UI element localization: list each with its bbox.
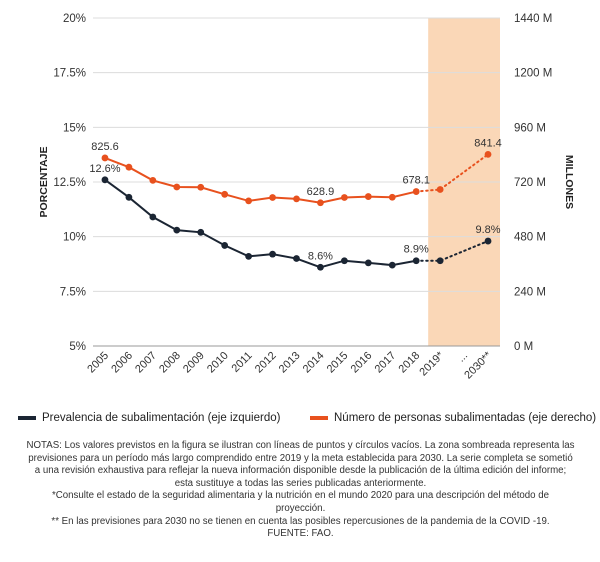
series-line-number xyxy=(104,157,417,204)
right-tick-label: 1200 M xyxy=(514,68,552,80)
right-tick-label: 960 M xyxy=(514,122,546,134)
x-tick-label: 2017 xyxy=(373,350,399,376)
data-point-prevalence xyxy=(317,263,324,271)
data-point-prevalence xyxy=(340,257,348,265)
data-point-number xyxy=(412,188,420,195)
notes-line: *Consulte el estado de la seguridad alim… xyxy=(51,490,550,502)
data-point-prevalence xyxy=(101,176,109,184)
data-point-prevalence xyxy=(388,261,396,269)
x-tick-label: 2006 xyxy=(109,350,135,376)
y-right-axis-title: MILLONES xyxy=(563,155,575,209)
data-label: 8.9% xyxy=(404,244,429,256)
right-tick-label: 480 M xyxy=(514,232,546,244)
data-point-number xyxy=(269,194,276,201)
notes-line: NOTAS: Los valores previstos en la figur… xyxy=(26,440,575,451)
data-point-number xyxy=(436,186,444,193)
series-line-prevalence xyxy=(104,179,417,269)
right-tick-label: 720 M xyxy=(514,177,546,189)
data-point-number xyxy=(125,163,133,171)
left-tick-label: 15% xyxy=(63,122,86,134)
left-tick-label: 5% xyxy=(69,341,86,353)
data-label: 841.4 xyxy=(474,137,502,149)
data-point-prevalence xyxy=(245,252,253,260)
x-tick-label: 2010 xyxy=(205,350,231,376)
legend: Prevalencia de subalimentación (eje izqu… xyxy=(10,412,596,432)
data-point-prevalence xyxy=(221,242,229,249)
x-tick-label: 2011 xyxy=(230,350,255,375)
x-tick-label: 2007 xyxy=(133,350,159,376)
x-tick-label: 2016 xyxy=(349,350,375,376)
legend-swatch-prevalence xyxy=(18,416,36,420)
chart-canvas: 5% 7.5% 10% 12.5% 15% 17.5% 20% 0 M 240 M 480 M 72… xyxy=(38,13,575,381)
legend-label-prevalence: Prevalencia de subalimentación (eje izqu… xyxy=(42,412,281,424)
right-tick-label: 240 M xyxy=(514,286,546,298)
x-tick-label: 2005 xyxy=(85,350,111,376)
left-tick-label: 20% xyxy=(63,13,86,25)
x-tick-label: 2014 xyxy=(301,350,327,376)
data-point-number xyxy=(197,183,205,191)
notes-line: esta sustituye a todas las series public… xyxy=(174,477,427,489)
data-point-number xyxy=(364,193,372,200)
data-label: 825.6 xyxy=(91,141,119,153)
x-tick-label: 2019* xyxy=(417,349,446,378)
x-tick-label: 2012 xyxy=(253,350,279,376)
data-point-number xyxy=(293,195,300,203)
notes-line: proyección. xyxy=(275,502,326,514)
data-point-prevalence xyxy=(197,228,205,236)
data-point-prevalence xyxy=(436,257,444,265)
data-point-prevalence xyxy=(293,255,300,262)
right-tick-label: 0 M xyxy=(514,341,533,353)
data-point-number xyxy=(221,190,229,198)
data-point-prevalence xyxy=(269,250,276,258)
data-label: 8.6% xyxy=(308,250,333,262)
data-point-number xyxy=(340,194,348,201)
data-point-prevalence xyxy=(364,259,372,267)
left-tick-label: 10% xyxy=(63,232,86,244)
data-point-number xyxy=(173,183,181,191)
data-point-prevalence xyxy=(173,226,181,234)
data-point-prevalence xyxy=(149,213,157,221)
data-point-number xyxy=(317,199,324,207)
legend-label-number: Número de personas subalimentadas (eje d… xyxy=(334,412,597,424)
data-label: 678.1 xyxy=(402,175,430,187)
x-tick-label: 2013 xyxy=(277,350,303,376)
data-point-number xyxy=(101,154,109,162)
notes-line: a una revisión exhaustiva para reflejar … xyxy=(34,465,567,477)
notes-source: FUENTE: FAO. xyxy=(267,528,334,540)
data-point-number xyxy=(388,193,396,201)
x-tick-label: 2009 xyxy=(181,350,207,376)
data-label: 12.6% xyxy=(89,163,120,175)
x-tick-label: 2015 xyxy=(325,350,351,376)
data-point-prevalence xyxy=(484,237,492,245)
left-tick-label: 12.5% xyxy=(53,177,86,189)
legend-item-prevalence: Prevalencia de subalimentación (eje izqu… xyxy=(18,412,280,424)
notes-line: previsiones para un período más largo co… xyxy=(28,452,573,464)
legend-item-number: Número de personas subalimentadas (eje d… xyxy=(310,412,596,424)
x-tick-label: 2030** xyxy=(462,349,494,381)
data-point-number xyxy=(245,197,253,205)
chart-notes: NOTAS: Los valores previstos en la figur… xyxy=(8,440,593,541)
legend-swatch-number xyxy=(310,416,328,420)
data-label: 628.9 xyxy=(307,186,335,198)
data-label: 9.8% xyxy=(475,224,500,236)
left-tick-label: 7.5% xyxy=(60,286,86,298)
data-point-number xyxy=(149,177,157,184)
x-tick-label: ... xyxy=(455,350,470,365)
right-tick-label: 1440 M xyxy=(514,13,552,25)
data-point-number xyxy=(484,150,492,158)
y-left-axis-title: PORCENTAJE xyxy=(38,147,50,218)
left-tick-label: 17.5% xyxy=(53,68,86,80)
notes-line: ** En las previsiones para 2030 no se ti… xyxy=(51,515,550,527)
x-tick-label: 2008 xyxy=(157,350,183,376)
data-point-prevalence xyxy=(412,257,420,265)
data-point-prevalence xyxy=(125,193,133,201)
